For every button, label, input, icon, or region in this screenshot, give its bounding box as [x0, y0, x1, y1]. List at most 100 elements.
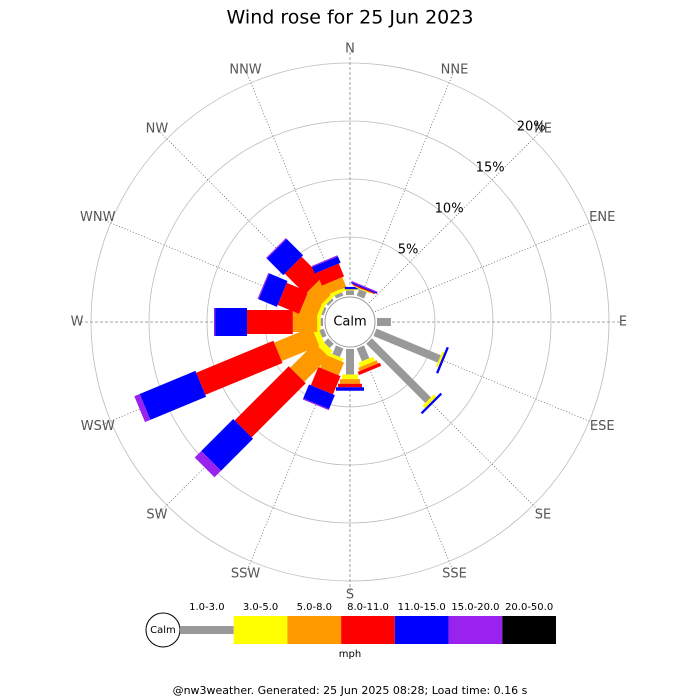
calm-circle	[324, 296, 376, 348]
legend-label: 3.0-5.0	[243, 602, 278, 613]
bar-segment	[257, 272, 270, 300]
r-tick-label: 15%	[476, 160, 505, 175]
bar-segment	[338, 383, 362, 388]
r-tick-label: 5%	[398, 242, 419, 257]
bar-segment	[355, 286, 371, 294]
legend-swatch	[394, 616, 449, 644]
bar-segment	[336, 387, 364, 391]
direction-label: NNW	[229, 62, 261, 77]
bar-segment	[373, 328, 441, 363]
bar-segment	[422, 394, 437, 409]
bar-segment	[258, 273, 288, 307]
grid-ring	[148, 120, 552, 524]
bar-segment	[139, 370, 207, 420]
bar-segment	[320, 354, 345, 376]
bar-segment	[311, 255, 338, 268]
legend-label: 20.0-50.0	[505, 602, 553, 613]
bar-segment	[310, 367, 341, 395]
bar-segment	[351, 280, 378, 293]
legend-swatch	[180, 626, 234, 634]
legend-swatch	[287, 616, 342, 644]
bar-segment	[201, 418, 254, 471]
bar-segment	[302, 398, 330, 411]
bar-segment	[327, 352, 344, 362]
bar-segment	[215, 308, 248, 336]
direction-label: SSW	[231, 567, 261, 582]
legend-swatch	[233, 616, 288, 644]
direction-label: NE	[534, 121, 552, 136]
bar-segment	[356, 345, 370, 362]
bar-segment	[366, 338, 431, 403]
r-tick-label: 10%	[435, 201, 464, 216]
bar-segment	[352, 283, 375, 295]
bar-segment	[436, 351, 445, 368]
bar-segment	[277, 282, 309, 314]
bar-segment	[292, 312, 318, 332]
bar-segment	[274, 327, 320, 362]
bar-segment	[334, 292, 344, 299]
direction-label: SW	[146, 508, 167, 523]
bar-segment	[266, 238, 304, 276]
bar-segment	[346, 290, 354, 295]
bar-segment	[321, 307, 327, 316]
bar-segment	[312, 256, 341, 274]
direction-label: ESE	[590, 419, 615, 434]
spoke	[374, 217, 601, 313]
legend-label: 1.0-3.0	[189, 602, 224, 613]
direction-label: S	[346, 588, 354, 603]
bar-segment	[266, 238, 287, 259]
bar-segment	[316, 263, 345, 286]
bar-segment	[290, 343, 329, 382]
r-tick-label: 20%	[517, 119, 546, 134]
direction-label: SSE	[442, 567, 467, 582]
bar-segment	[358, 356, 375, 368]
bar-segment	[357, 362, 382, 376]
bar-segment	[346, 349, 354, 375]
footer: @nw3weather. Generated: 25 Jun 2025 08:2…	[173, 684, 528, 697]
bar-segment	[350, 282, 378, 294]
bar-segment	[342, 289, 358, 291]
bar-segment	[196, 340, 283, 395]
direction-label: NNE	[441, 62, 469, 77]
bar-segment	[356, 289, 367, 299]
bar-segment	[303, 384, 335, 410]
direction-label: E	[619, 315, 627, 330]
chart-title: Wind rose for 25 Jun 2023	[227, 7, 474, 29]
direction-label: NW	[146, 121, 169, 136]
bar-segment	[319, 328, 327, 338]
legend-label: 5.0-8.0	[297, 602, 332, 613]
direction-label: N	[345, 42, 355, 57]
direction-label: WNW	[80, 210, 116, 225]
bar-segment	[342, 374, 358, 380]
legend-calm-label: Calm	[150, 625, 176, 636]
bar-segment	[316, 339, 333, 356]
bar-segment	[234, 366, 306, 438]
legend-swatch	[502, 616, 556, 644]
calm-label: Calm	[333, 315, 366, 330]
bar-segment	[420, 392, 443, 415]
bar-segment	[247, 310, 293, 334]
bar-segment	[329, 287, 346, 297]
bar-segment	[284, 256, 323, 295]
direction-label: ENE	[589, 210, 615, 225]
bar-segment	[326, 298, 334, 306]
bar-segment	[358, 360, 379, 372]
bar-segment	[323, 277, 347, 295]
bar-segment	[320, 318, 323, 326]
legend-label: 8.0-11.0	[347, 602, 389, 613]
bar-segment	[213, 308, 216, 336]
direction-label: WSW	[81, 419, 115, 434]
legend-label: 11.0-15.0	[398, 602, 446, 613]
bar-segment	[332, 345, 344, 358]
spoke	[368, 130, 542, 304]
direction-label: W	[71, 315, 84, 330]
bar-segment	[436, 346, 449, 374]
bar-segment	[340, 379, 360, 384]
legend-swatch	[341, 616, 395, 644]
bar-segment	[194, 450, 222, 478]
unit-label: mph	[339, 649, 361, 660]
bar-segment	[377, 318, 391, 326]
legend-swatch	[448, 616, 503, 644]
direction-label: SE	[535, 508, 551, 523]
